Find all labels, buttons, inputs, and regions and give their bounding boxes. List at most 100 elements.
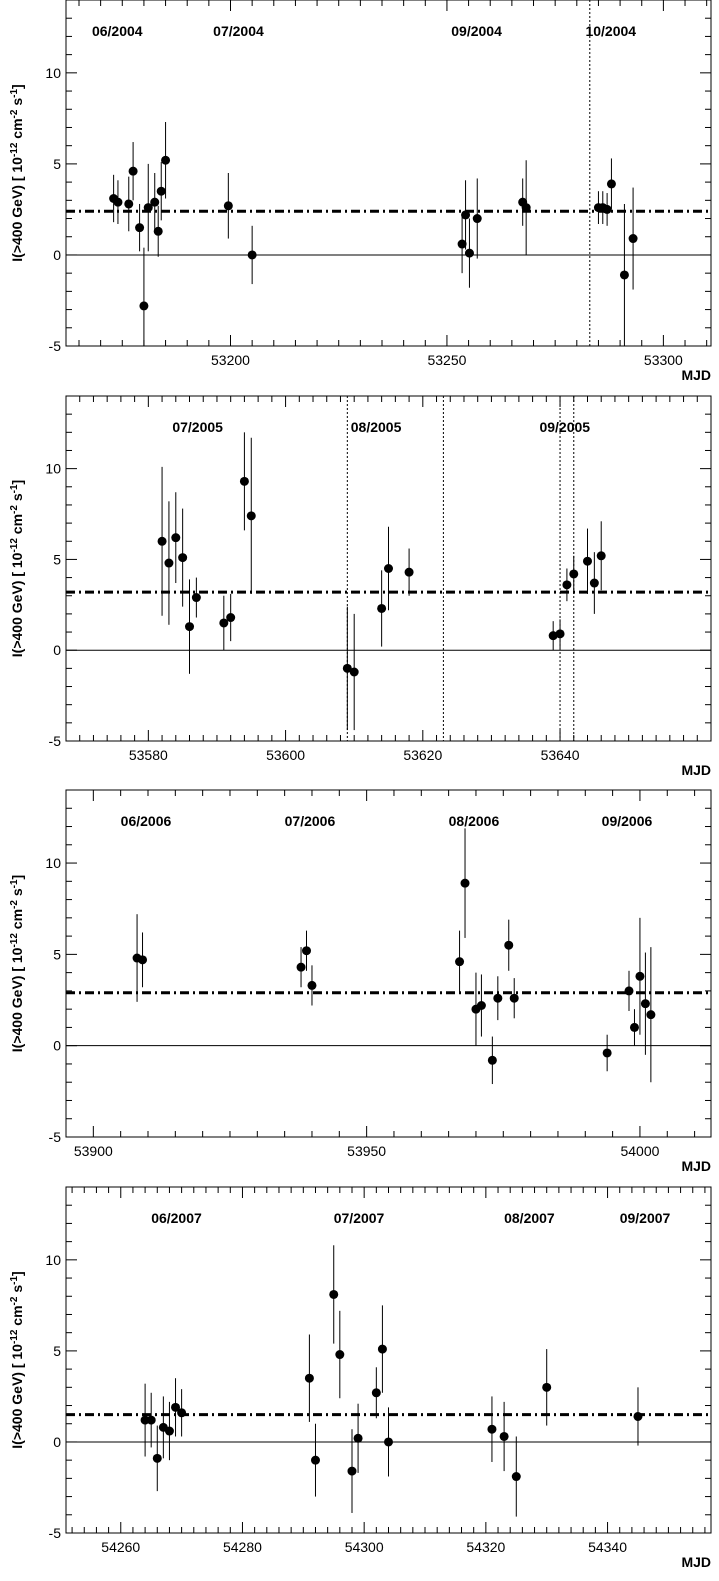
x-tick-label: 54000 bbox=[620, 1143, 659, 1159]
data-point bbox=[640, 999, 650, 1009]
data-point bbox=[329, 1289, 339, 1299]
x-tick-label: 53600 bbox=[266, 747, 305, 763]
data-point bbox=[304, 1373, 314, 1383]
data-point bbox=[124, 199, 134, 209]
data-point bbox=[223, 201, 233, 211]
x-tick-label: 54320 bbox=[466, 1539, 505, 1555]
data-point bbox=[135, 223, 145, 233]
y-tick-label: 10 bbox=[45, 461, 61, 477]
data-point bbox=[150, 197, 160, 207]
panel-4: -5 0 5 10 54260 54280 54300 54320 54340 MJD I(>400… bbox=[9, 1186, 712, 1570]
data-point bbox=[152, 1453, 162, 1463]
data-point bbox=[464, 248, 474, 258]
data-point bbox=[646, 1010, 656, 1020]
data-point bbox=[555, 629, 565, 639]
plot-frame bbox=[65, 0, 712, 347]
data-point bbox=[139, 301, 149, 311]
y-tick-label: 0 bbox=[53, 642, 61, 658]
data-point bbox=[143, 203, 153, 213]
x-axis-title: MJD bbox=[681, 762, 711, 778]
panel-2: -5 0 5 10 53580 53600 53620 53640 MJD I(>400 GeV)… bbox=[9, 395, 712, 778]
y-axis-title: I(>400 GeV) [ 10-12 cm-2 s-1] bbox=[9, 1271, 26, 1448]
data-point bbox=[191, 593, 201, 603]
data-point bbox=[226, 613, 236, 623]
x-axis-title: MJD bbox=[681, 1158, 711, 1174]
panel-3: -5 0 5 10 53900 53950 54000 MJD I(>400 GeV) [ 10… bbox=[9, 789, 712, 1174]
data-point bbox=[371, 1388, 381, 1398]
data-point bbox=[310, 1455, 320, 1465]
data-point bbox=[384, 1437, 393, 1447]
data-point bbox=[569, 569, 579, 579]
data-point bbox=[146, 1415, 156, 1425]
month-label: 07/2006 bbox=[285, 813, 336, 829]
x-tick-label: 54340 bbox=[588, 1539, 627, 1555]
y-tick-label: 5 bbox=[53, 551, 61, 567]
data-point bbox=[460, 878, 470, 888]
data-point bbox=[239, 476, 249, 486]
data-point bbox=[247, 250, 257, 260]
month-label: 09/2006 bbox=[602, 813, 653, 829]
data-point bbox=[178, 553, 188, 563]
y-tick-label: -5 bbox=[49, 733, 62, 749]
data-point bbox=[349, 667, 359, 677]
data-point bbox=[487, 1424, 497, 1434]
y-tick-label: 10 bbox=[45, 65, 61, 81]
data-point bbox=[602, 204, 612, 214]
month-label: 08/2007 bbox=[504, 1210, 555, 1226]
x-tick-label: 54300 bbox=[345, 1539, 384, 1555]
data-point bbox=[472, 214, 482, 224]
data-point bbox=[157, 536, 167, 546]
data-point bbox=[589, 578, 599, 588]
data-point bbox=[171, 533, 181, 543]
x-tick-label: 53250 bbox=[427, 352, 466, 368]
data-point bbox=[164, 1426, 174, 1436]
y-tick-label: 0 bbox=[53, 1434, 61, 1450]
y-tick-label: 0 bbox=[53, 247, 61, 263]
data-point bbox=[128, 166, 138, 176]
data-point bbox=[335, 1350, 345, 1360]
data-point bbox=[509, 993, 519, 1003]
data-point bbox=[633, 1411, 643, 1421]
x-axis-title: MJD bbox=[681, 367, 711, 383]
data-point bbox=[342, 663, 352, 673]
y-tick-label: 5 bbox=[53, 1343, 61, 1359]
data-point bbox=[138, 955, 148, 965]
data-point bbox=[511, 1472, 521, 1482]
month-label: 07/2004 bbox=[213, 23, 264, 39]
data-point bbox=[606, 179, 616, 189]
data-point bbox=[161, 155, 171, 165]
data-point bbox=[602, 1048, 612, 1058]
y-tick-label: 10 bbox=[45, 1252, 61, 1268]
data-point bbox=[461, 210, 471, 220]
month-label: 10/2004 bbox=[585, 23, 636, 39]
data-point bbox=[347, 1466, 357, 1476]
data-point bbox=[219, 618, 229, 628]
data-point bbox=[113, 197, 123, 207]
y-tick-label: -5 bbox=[49, 1525, 62, 1541]
month-label: 07/2005 bbox=[172, 419, 223, 435]
data-point bbox=[562, 580, 572, 590]
x-tick-label: 54260 bbox=[101, 1539, 140, 1555]
data-point bbox=[377, 1344, 387, 1354]
data-point bbox=[171, 1402, 181, 1412]
y-tick-label: -5 bbox=[49, 1129, 62, 1145]
data-point bbox=[542, 1382, 552, 1392]
x-tick-label: 53300 bbox=[644, 352, 683, 368]
data-point bbox=[493, 993, 503, 1003]
month-label: 06/2006 bbox=[121, 813, 172, 829]
data-point bbox=[307, 980, 317, 990]
y-tick-label: 5 bbox=[53, 946, 61, 962]
data-point bbox=[455, 957, 465, 967]
month-label: 09/2004 bbox=[451, 23, 502, 39]
data-point bbox=[185, 622, 195, 632]
data-point bbox=[164, 558, 174, 568]
month-label: 09/2007 bbox=[620, 1210, 671, 1226]
data-point bbox=[487, 1055, 497, 1065]
y-tick-label: 10 bbox=[45, 855, 61, 871]
x-tick-label: 53640 bbox=[541, 747, 580, 763]
data-point bbox=[521, 203, 531, 213]
month-label: 08/2006 bbox=[449, 813, 500, 829]
data-point bbox=[582, 556, 592, 566]
data-point bbox=[499, 1431, 509, 1441]
